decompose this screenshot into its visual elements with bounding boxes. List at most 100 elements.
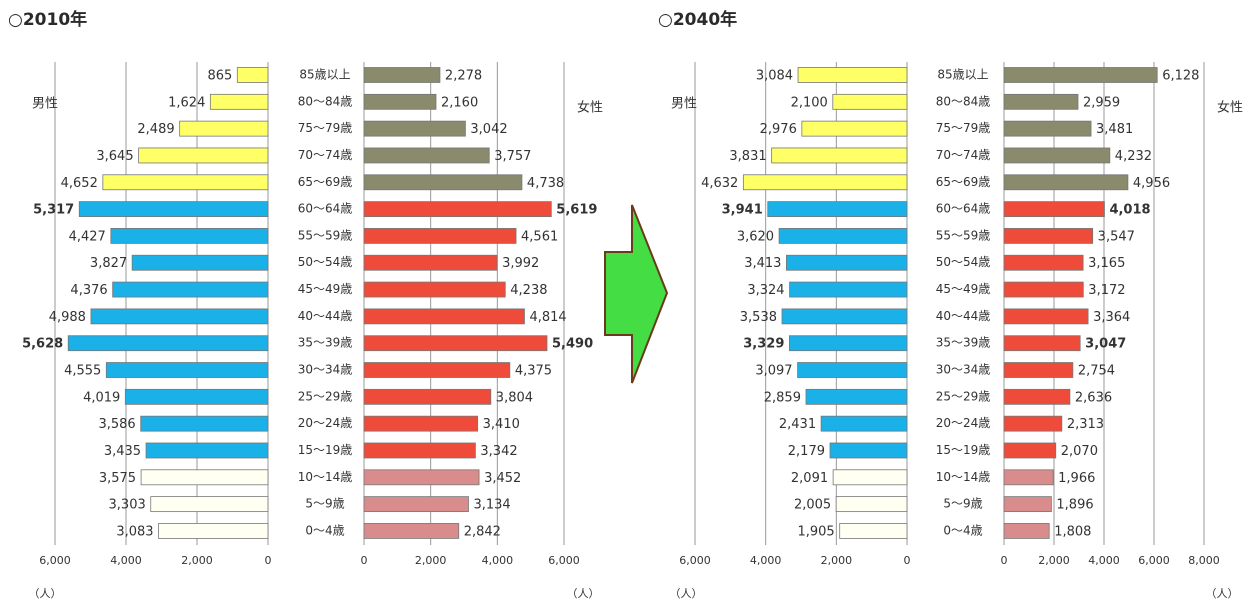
bar (131, 254, 269, 271)
value-label: 4,956 (1133, 176, 1170, 191)
age-label: 60～64歳 (298, 202, 353, 216)
value-label: 4,814 (529, 310, 566, 325)
bar (832, 93, 908, 110)
age-label: 5～9歳 (305, 497, 344, 511)
bar (363, 415, 479, 432)
bar (1003, 228, 1094, 244)
unit-label: （人） (670, 587, 703, 600)
bar (363, 174, 523, 191)
bar (363, 147, 490, 164)
value-label: 4,988 (49, 310, 86, 325)
bar (1003, 147, 1111, 164)
age-label: 55～59歳 (298, 228, 353, 242)
x-tick-label: 2,000 (181, 554, 213, 567)
bar (1003, 523, 1050, 539)
side-label: 女性 (1217, 100, 1243, 116)
value-label: 4,561 (521, 229, 558, 244)
unit-label: （人） (567, 587, 600, 600)
age-label: 10～14歳 (298, 470, 353, 484)
age-label: 80～84歳 (936, 94, 991, 108)
value-label: 3,831 (729, 149, 766, 164)
bar (140, 469, 269, 486)
bar (363, 281, 506, 298)
age-label: 45～49歳 (298, 282, 353, 296)
value-label: 3,481 (1096, 122, 1133, 137)
x-tick-label: 2,000 (821, 554, 853, 567)
bar (835, 496, 908, 513)
x-tick-label: 2,000 (1038, 554, 1070, 567)
value-label: 3,084 (756, 69, 793, 84)
value-label: 3,413 (744, 256, 781, 271)
value-label: 3,165 (1088, 256, 1125, 271)
bar (363, 228, 517, 244)
age-label: 15～19歳 (936, 443, 991, 457)
age-label: 40～44歳 (936, 309, 991, 323)
age-label: 0～4歳 (943, 523, 982, 537)
value-label: 3,941 (722, 203, 763, 218)
x-tick-label: 4,000 (1088, 554, 1120, 567)
value-label: 2,100 (791, 95, 828, 110)
bar (78, 201, 269, 218)
value-label: 3,547 (1098, 229, 1135, 244)
value-label: 3,342 (480, 444, 517, 459)
value-label: 1,896 (1056, 498, 1093, 513)
age-label: 10～14歳 (936, 470, 991, 484)
value-label: 5,619 (556, 203, 597, 218)
bar (363, 93, 437, 110)
age-label: 75～79歳 (298, 121, 353, 135)
bar (767, 201, 908, 218)
bar (1003, 93, 1079, 110)
value-label: 3,804 (496, 390, 533, 405)
value-label: 2,431 (779, 417, 816, 432)
value-label: 2,070 (1061, 444, 1098, 459)
bar (1003, 496, 1052, 513)
value-label: 3,047 (1085, 337, 1126, 352)
value-label: 3,042 (470, 122, 507, 137)
bar (1003, 120, 1092, 137)
bar (179, 120, 269, 137)
bar (363, 469, 480, 486)
value-label: 2,278 (445, 69, 482, 84)
value-label: 5,317 (33, 203, 74, 218)
bar (805, 388, 908, 405)
bar (1003, 362, 1074, 378)
value-label: 3,134 (473, 498, 510, 513)
age-label: 70～74歳 (936, 148, 991, 162)
bar (102, 174, 269, 191)
bar (801, 120, 908, 137)
value-label: 3,435 (104, 444, 141, 459)
bar (1003, 415, 1063, 432)
value-label: 1,905 (797, 524, 834, 539)
bar (363, 335, 548, 352)
bar (138, 147, 269, 164)
value-label: 1,966 (1058, 471, 1095, 486)
x-tick-label: 4,000 (750, 554, 782, 567)
value-label: 3,538 (740, 310, 777, 325)
bar (363, 388, 492, 405)
value-label: 2,636 (1075, 390, 1112, 405)
x-tick-label: 6,000 (1138, 554, 1170, 567)
x-tick-label: 0 (904, 554, 911, 567)
side-label: 女性 (577, 100, 603, 116)
bar (786, 254, 908, 271)
unit-label: （人） (1206, 587, 1239, 600)
bar (1003, 388, 1071, 405)
value-label: 4,018 (1109, 203, 1150, 218)
value-label: 2,005 (794, 498, 831, 513)
bar (363, 523, 460, 539)
bar (363, 67, 441, 83)
bar (363, 120, 466, 137)
value-label: 4,019 (83, 390, 120, 405)
bar (1003, 254, 1084, 271)
age-label: 85歳以上 (937, 68, 988, 82)
x-tick-label: 6,000 (39, 554, 71, 567)
age-label: 25～29歳 (936, 389, 991, 403)
side-label: 男性 (671, 97, 697, 112)
bar (150, 496, 269, 513)
value-label: 2,313 (1067, 417, 1104, 432)
bar (1003, 335, 1081, 352)
value-label: 6,128 (1162, 69, 1199, 84)
value-label: 2,976 (760, 122, 797, 137)
value-label: 3,303 (109, 498, 146, 513)
value-label: 3,645 (96, 149, 133, 164)
